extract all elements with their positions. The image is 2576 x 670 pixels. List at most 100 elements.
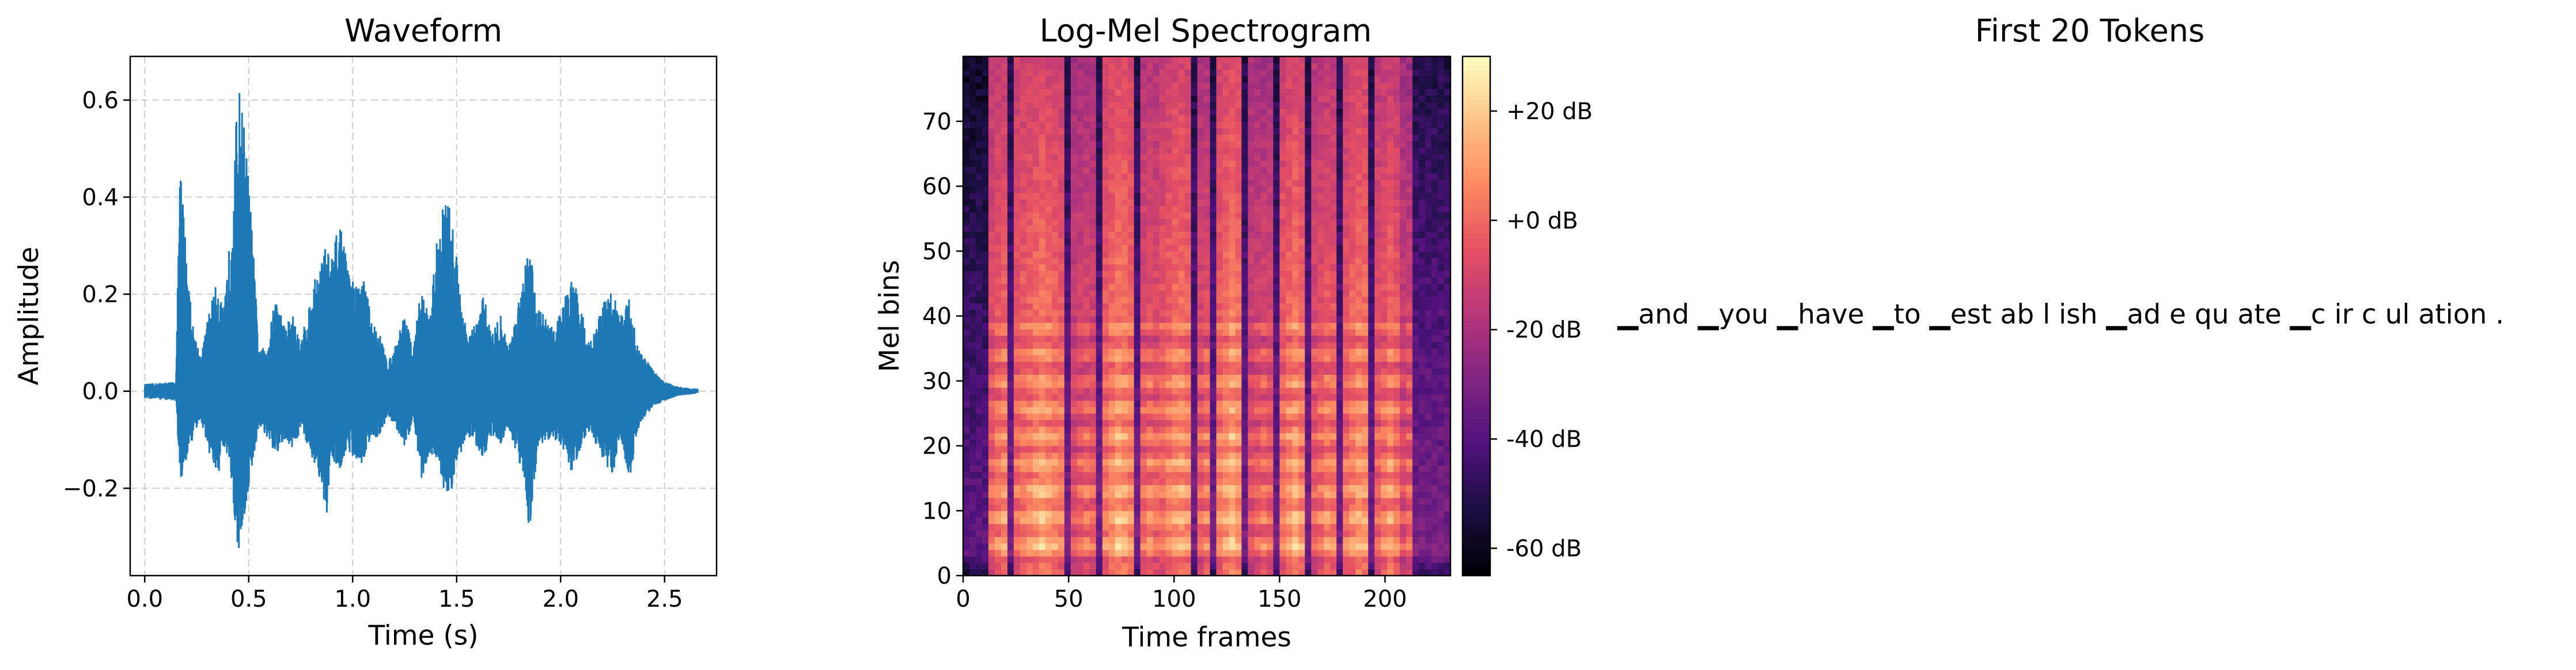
spectrogram-cell	[1260, 245, 1267, 252]
spectrogram-cell	[982, 426, 989, 433]
spectrogram-cell	[1279, 517, 1286, 524]
spectrogram-cell	[994, 309, 1002, 317]
spectrogram-cell	[1013, 413, 1021, 420]
spectrogram-cell	[1203, 322, 1211, 330]
spectrogram-cell	[1165, 433, 1173, 440]
spectrogram-cell	[1222, 296, 1230, 304]
spectrogram-cell	[1178, 329, 1185, 336]
spectrogram-cell	[1121, 329, 1128, 336]
spectrogram-cell	[1146, 251, 1154, 258]
spectrogram-cell	[1102, 439, 1109, 447]
spectrogram-cell	[1260, 199, 1267, 206]
spectrogram-cell	[1115, 322, 1122, 330]
spectrogram-cell	[1184, 523, 1192, 531]
spectrogram-cell	[1064, 303, 1071, 310]
spectrogram-cell	[1140, 569, 1147, 576]
spectrogram-cell	[988, 348, 995, 356]
spectrogram-cell	[1349, 394, 1356, 401]
spectrogram-cell	[1241, 387, 1248, 394]
spectrogram-cell	[1127, 205, 1135, 213]
spectrogram-cell	[1267, 192, 1274, 200]
spectrogram-cell	[1140, 89, 1147, 96]
spectrogram-cell	[1032, 452, 1040, 459]
spectrogram-cell	[1159, 115, 1166, 122]
spectrogram-cell	[1203, 543, 1211, 550]
spectrogram-cell	[1311, 433, 1318, 440]
spectrogram-cell	[982, 180, 989, 187]
spectrogram-cell	[1216, 218, 1223, 226]
spectrogram-cell	[1203, 95, 1211, 102]
spectrogram-cell	[1121, 511, 1128, 518]
spectrogram-cell	[982, 121, 989, 128]
spectrogram-cell	[1064, 147, 1071, 154]
spectrogram-cell	[1051, 147, 1059, 154]
spectrogram-cell	[1127, 160, 1135, 168]
spectrogram-cell	[1045, 101, 1052, 109]
spectrogram-cell	[1153, 511, 1160, 518]
spectrogram-cell	[1153, 166, 1160, 174]
spectrogram-cell	[1153, 89, 1160, 96]
spectrogram-cell	[1197, 497, 1204, 505]
spectrogram-cell	[1026, 154, 1033, 161]
spectrogram-cell	[1343, 348, 1350, 356]
spectrogram-cell	[1115, 536, 1122, 544]
spectrogram-cell	[1203, 374, 1211, 382]
spectrogram-cell	[1197, 400, 1204, 408]
spectrogram-cell	[976, 549, 983, 557]
spectrogram-cell	[976, 154, 983, 161]
spectrogram-cell	[1197, 348, 1204, 356]
spectrogram-cell	[1191, 380, 1198, 388]
spectrogram-cell	[1058, 322, 1065, 330]
spectrogram-cell	[1305, 348, 1312, 356]
spectrogram-cell	[1064, 420, 1071, 427]
spectrogram-cell	[1064, 497, 1071, 505]
spectrogram-cell	[1311, 387, 1318, 394]
spectrogram-cell	[1013, 523, 1021, 531]
spectrogram-cell	[1039, 556, 1046, 564]
spectrogram-cell	[1241, 394, 1248, 401]
spectrogram-cell	[1311, 335, 1318, 342]
spectrogram-cell	[1330, 160, 1337, 168]
spectrogram-cell	[976, 361, 983, 368]
spectrogram-cell	[1140, 504, 1147, 511]
spectrogram-cell	[1007, 413, 1014, 420]
spectrogram-cell	[1146, 303, 1154, 310]
spectrogram-cell	[963, 128, 970, 135]
spectrogram-cell	[1083, 374, 1090, 382]
spectrogram-cell	[1178, 115, 1185, 122]
spectrogram-cell	[1324, 108, 1331, 116]
spectrogram-cell	[1336, 497, 1343, 505]
spectrogram-cell	[1267, 245, 1274, 252]
spectrogram-cell	[1311, 199, 1318, 206]
spectrogram-cell	[1121, 374, 1128, 382]
spectrogram-cell	[1108, 556, 1116, 564]
spectrogram-cell	[1070, 121, 1078, 128]
spectrogram-cell	[1077, 452, 1084, 459]
spectrogram-cell	[1127, 504, 1135, 511]
spectrogram-cell	[1222, 108, 1230, 116]
spectrogram-cell	[1292, 517, 1299, 524]
spectrogram-cell	[1134, 225, 1141, 232]
spectrogram-cell	[1165, 121, 1173, 128]
spectrogram-cell	[1349, 101, 1356, 109]
spectrogram-cell	[1108, 277, 1116, 284]
spectrogram-cell	[1286, 562, 1293, 570]
spectrogram-cell	[1273, 238, 1280, 245]
spectrogram-cell	[1210, 134, 1217, 142]
spectrogram-cell	[1115, 439, 1122, 447]
spectrogram-cell	[1108, 433, 1116, 440]
spectrogram-cell	[1045, 173, 1052, 180]
spectrogram-cell	[1058, 446, 1065, 453]
spectrogram-cell	[1007, 420, 1014, 427]
spectrogram-cell	[1279, 238, 1286, 245]
spectrogram-cell	[1248, 199, 1255, 206]
spectrogram-cell	[1165, 212, 1173, 219]
spectrogram-cell	[1241, 504, 1248, 511]
spectrogram-cell	[976, 277, 983, 284]
spectrogram-cell	[1298, 523, 1305, 531]
spectrogram-cell	[1235, 140, 1242, 148]
spectrogram-cell	[1336, 303, 1343, 310]
spectrogram-cell	[1165, 128, 1173, 135]
spectrogram-cell	[1058, 543, 1065, 550]
spectrogram-cell	[1191, 82, 1198, 89]
